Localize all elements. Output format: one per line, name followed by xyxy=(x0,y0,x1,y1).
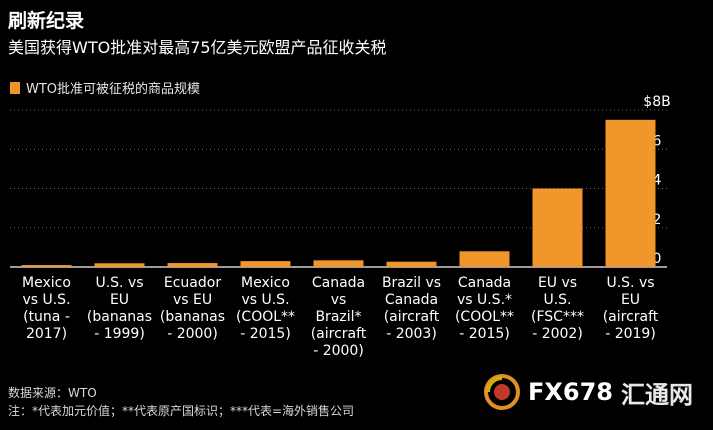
x-tick-label: - 2015) xyxy=(240,326,291,342)
x-tick-label: Mexico xyxy=(241,275,290,291)
x-tick-label: Brazil vs xyxy=(382,275,441,291)
source-note: 数据来源：WTO xyxy=(8,386,97,400)
x-tick-label: - 1999) xyxy=(94,326,145,342)
x-tick-label: vs EU xyxy=(173,292,212,308)
x-tick-label: - 2002) xyxy=(532,326,583,342)
bar xyxy=(459,251,510,267)
x-tick-label: Brazil* xyxy=(315,309,361,325)
legend-label: WTO批准可被征税的商品规模 xyxy=(26,82,201,97)
x-tick-label: (bananas xyxy=(87,309,152,325)
x-tick-label: (aircraft xyxy=(603,309,659,325)
bar xyxy=(21,265,72,267)
x-tick-label: U.S. vs xyxy=(95,275,143,291)
x-tick-label: - 2003) xyxy=(386,326,437,342)
x-tick-label: Ecuador xyxy=(164,275,221,291)
x-tick-label: vs U.S. xyxy=(22,292,70,308)
y-tick-label: $8B xyxy=(643,94,670,110)
x-tick-label: (tuna - xyxy=(23,309,70,325)
chart-subtitle: 美国获得WTO批准对最高75亿美元欧盟产品征收关税 xyxy=(8,38,387,57)
x-tick-label: (aircraft xyxy=(311,326,367,342)
x-tick-label: - 2019) xyxy=(605,326,656,342)
bar xyxy=(605,119,656,267)
x-tick-label: 2017) xyxy=(26,326,67,342)
y-tick-label: 4 xyxy=(653,173,662,189)
x-tick-label: Canada xyxy=(312,275,365,291)
x-tick-label: vs U.S.* xyxy=(457,292,512,308)
x-tick-label: U.S. xyxy=(543,292,571,308)
bar xyxy=(240,261,291,267)
x-tick-label: (FSC*** xyxy=(531,309,584,325)
x-tick-label: (COOL** xyxy=(236,309,295,325)
footnote: 注：*代表加元价值；**代表原产国标识；***代表=海外销售公司 xyxy=(8,404,355,418)
x-tick-label: vs U.S. xyxy=(241,292,289,308)
watermark-logo-icon xyxy=(484,374,520,410)
footer: 数据来源：WTO 注：*代表加元价值；**代表原产国标识；***代表=海外销售公… xyxy=(8,384,354,420)
legend: WTO批准可被征税的商品规模 xyxy=(10,78,200,97)
bar xyxy=(167,263,218,267)
x-tick-label: (bananas xyxy=(160,309,225,325)
watermark-text: FX678 xyxy=(528,378,613,406)
x-tick-label: - 2000) xyxy=(313,343,364,359)
x-tick-label: Canada xyxy=(458,275,511,291)
x-tick-label: U.S. vs xyxy=(606,275,654,291)
x-tick-label: (aircraft xyxy=(384,309,440,325)
x-tick-label: EU vs xyxy=(538,275,577,291)
x-tick-label: Mexico xyxy=(22,275,71,291)
x-tick-label: Canada xyxy=(385,292,438,308)
bar xyxy=(94,263,145,267)
x-tick-label: - 2000) xyxy=(167,326,218,342)
x-tick-label: EU xyxy=(110,292,129,308)
y-tick-label: 0 xyxy=(653,251,662,267)
y-tick-label: 6 xyxy=(653,133,662,149)
bar xyxy=(313,260,364,267)
bar xyxy=(532,188,583,267)
bar xyxy=(386,261,437,267)
watermark-cn: 汇通网 xyxy=(621,380,693,409)
x-tick-label: - 2015) xyxy=(459,326,510,342)
y-tick-label: 2 xyxy=(653,212,662,228)
chart-title: 刷新纪录 xyxy=(8,10,85,32)
legend-swatch xyxy=(10,81,20,94)
watermark: FX678 汇通网 xyxy=(482,372,693,412)
x-tick-label: (COOL** xyxy=(455,309,514,325)
x-tick-label: vs xyxy=(331,292,347,308)
x-tick-label: EU xyxy=(621,292,640,308)
